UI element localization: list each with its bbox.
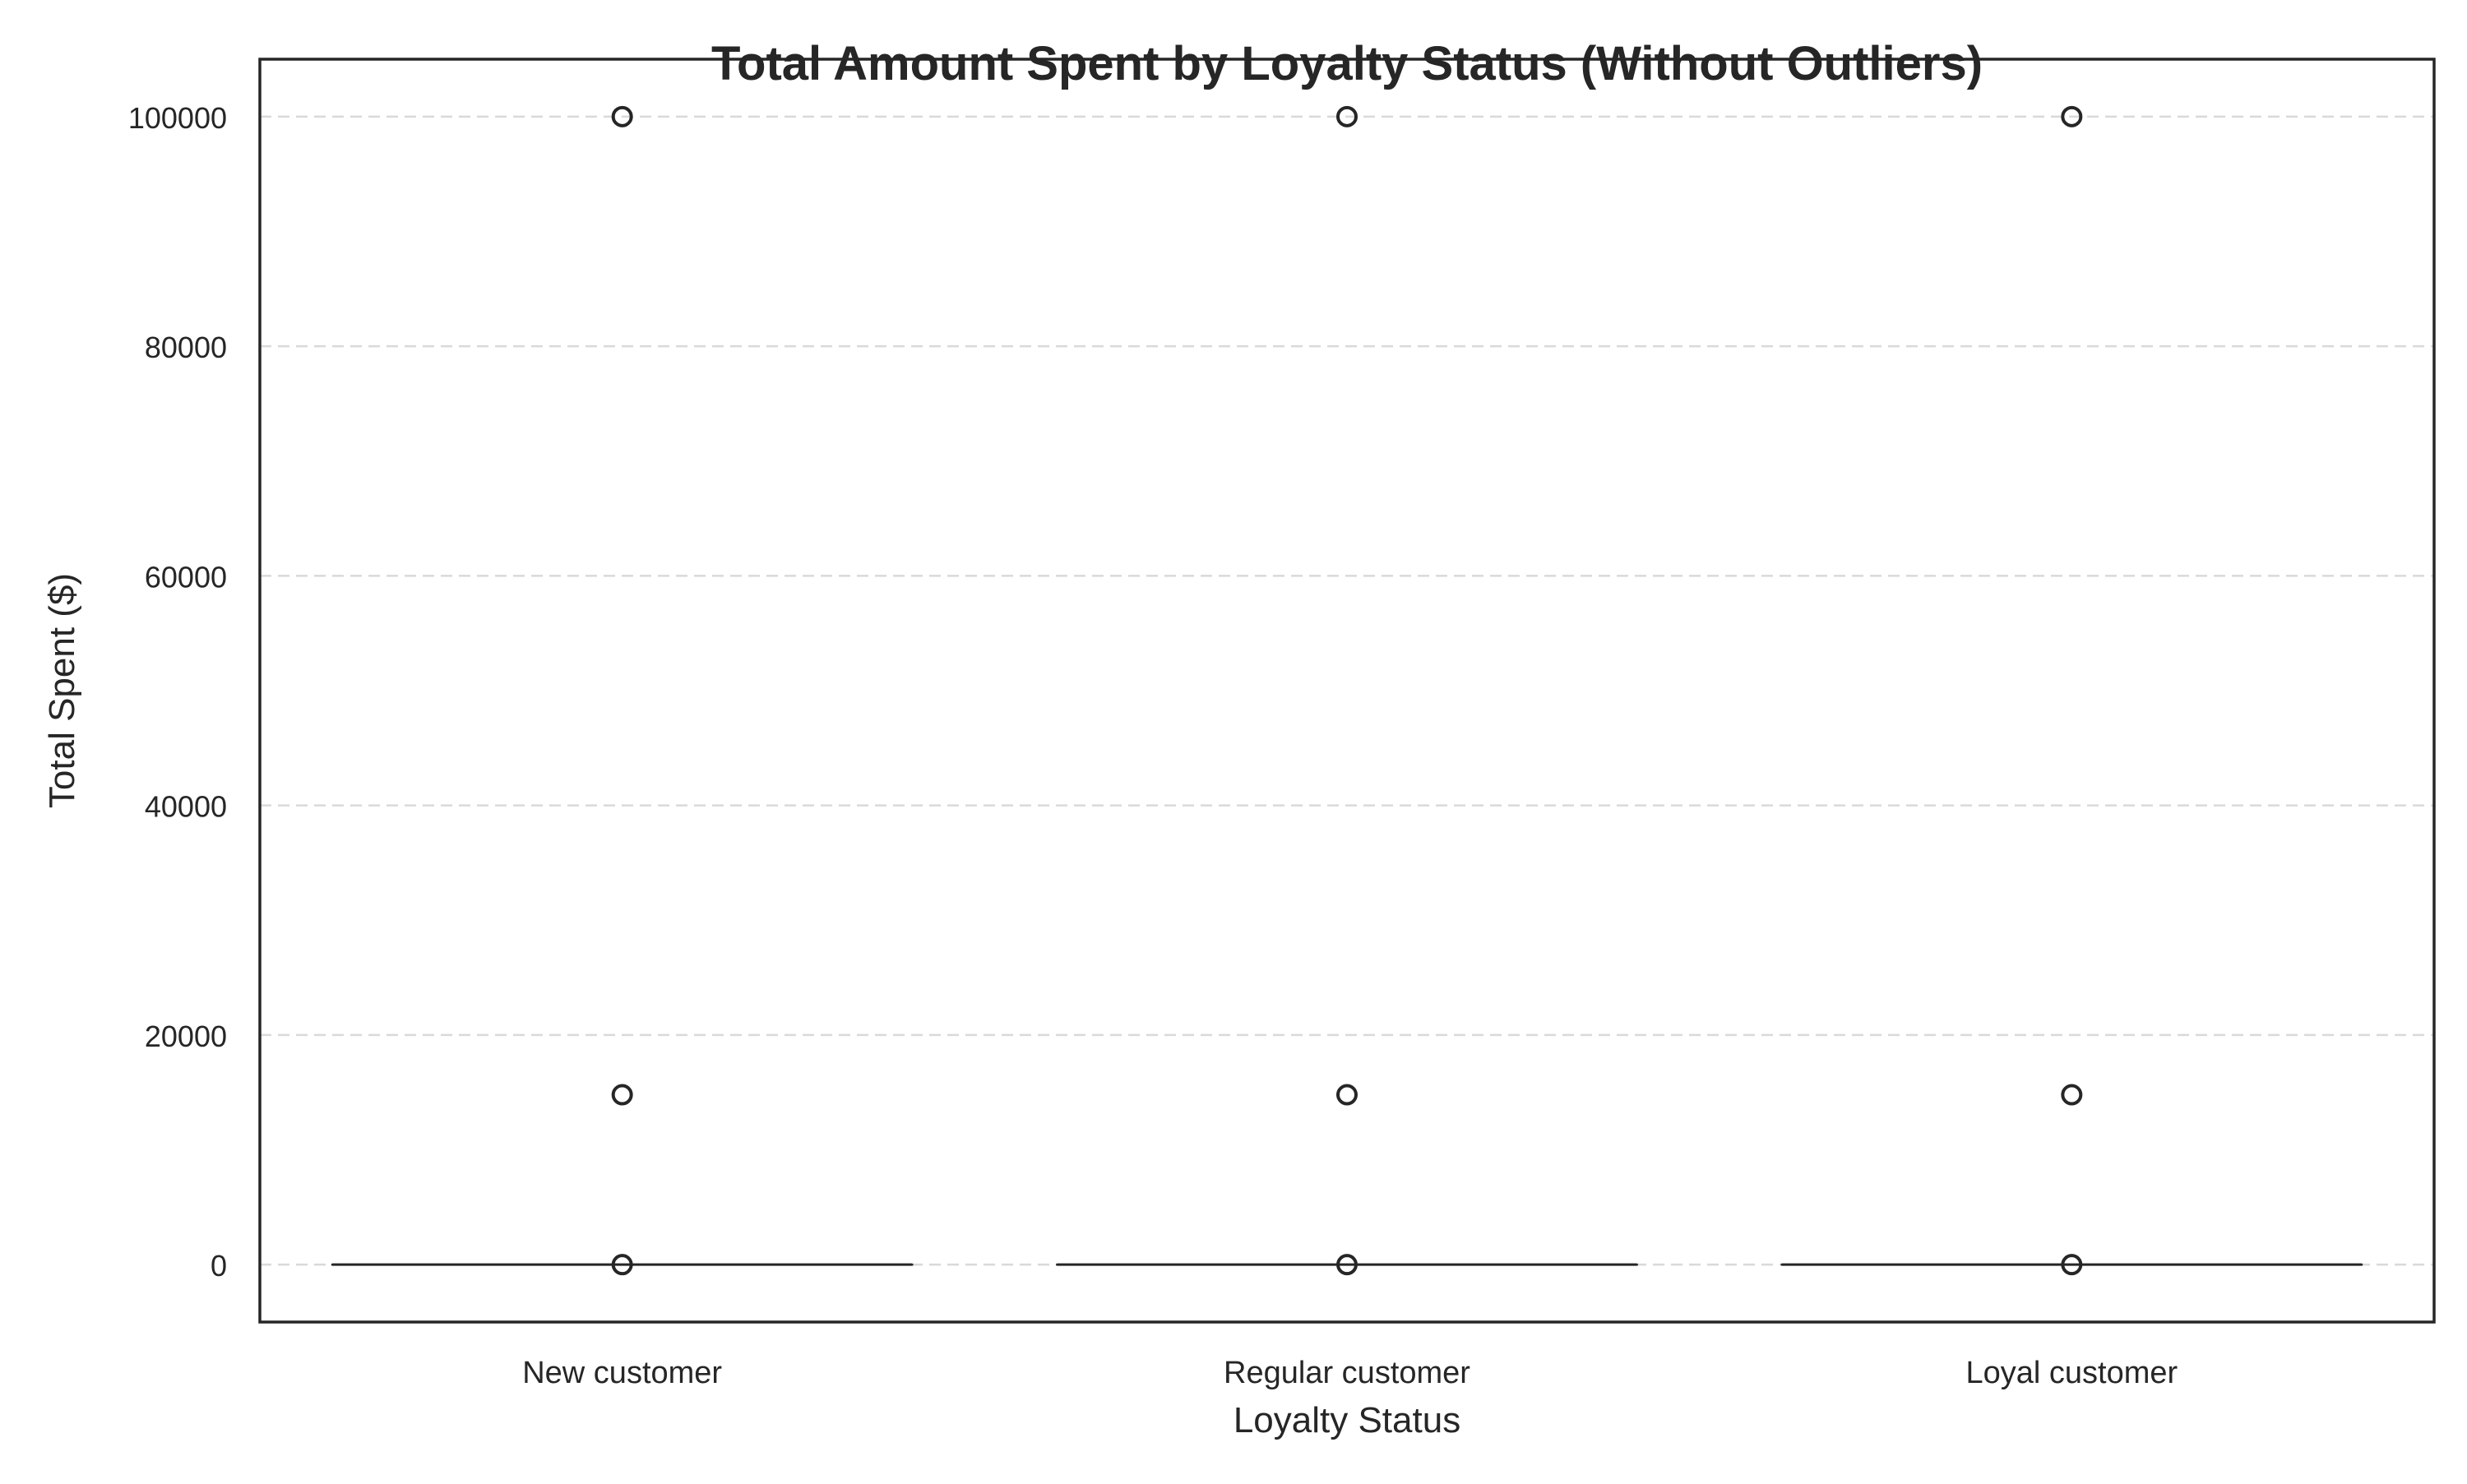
y-tick-label: 80000 xyxy=(145,331,227,364)
x-tick-label: New customer xyxy=(522,1356,722,1390)
x-axis-label: Loyalty Status xyxy=(1234,1400,1460,1440)
x-tick-label: Regular customer xyxy=(1224,1356,1470,1390)
y-tick-label: 100000 xyxy=(128,101,227,135)
y-tick-label: 40000 xyxy=(145,790,227,824)
y-tick-label: 20000 xyxy=(145,1019,227,1053)
x-tick-label: Loyal customer xyxy=(1965,1356,2178,1390)
y-tick-label: 60000 xyxy=(145,560,227,594)
y-axis-label: Total Spent ($) xyxy=(42,573,82,808)
y-tick-label: 0 xyxy=(211,1249,227,1283)
chart-title: Total Amount Spent by Loyalty Status (Wi… xyxy=(711,37,1983,90)
